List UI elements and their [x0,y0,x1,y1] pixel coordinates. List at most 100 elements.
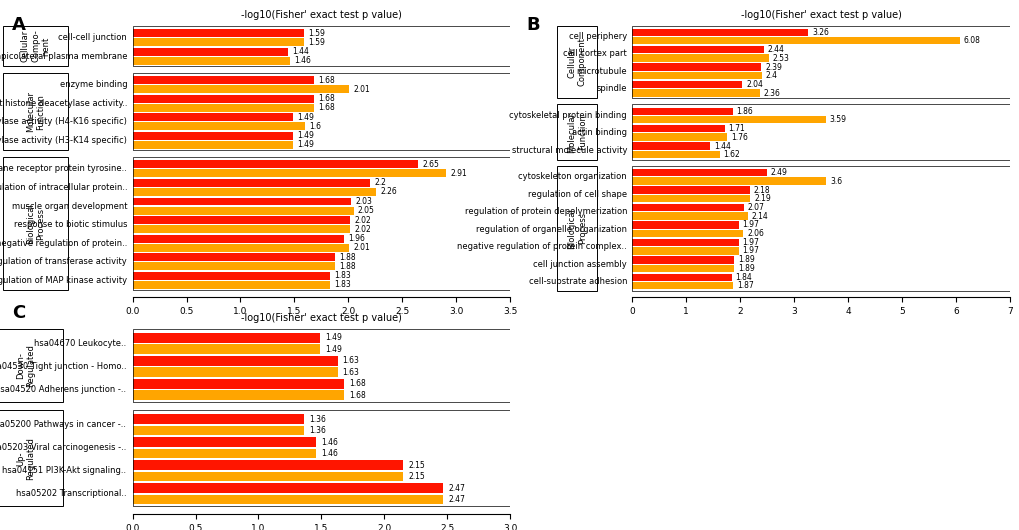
Bar [132,26,1019,66]
Text: 3.59: 3.59 [828,115,846,124]
Bar [132,48,287,56]
Text: 2.65: 2.65 [422,160,439,169]
Text: enzyme binding: enzyme binding [59,80,127,89]
Text: 1.68: 1.68 [318,76,334,85]
Bar [132,426,304,435]
Text: 1.97: 1.97 [742,220,758,229]
Text: cell-substrate adhesion: cell-substrate adhesion [528,277,627,286]
Bar [132,379,343,389]
Text: Cellular
Compo-
nent: Cellular Compo- nent [20,30,50,63]
Text: 1.83: 1.83 [334,280,351,289]
Bar [0,329,63,402]
Text: 1.49: 1.49 [298,113,314,122]
Bar [132,57,289,65]
Text: 1.88: 1.88 [339,262,356,271]
Bar [132,329,1019,402]
Text: 1.83: 1.83 [334,271,351,280]
Text: hsa04151 PI3K-Akt signaling..: hsa04151 PI3K-Akt signaling.. [2,466,126,475]
Bar [632,222,738,228]
Text: microtubule: microtubule [576,67,627,76]
Text: 1.63: 1.63 [342,357,360,366]
Text: 1.49: 1.49 [325,333,341,342]
Text: 2.15: 2.15 [408,461,425,470]
Text: 2.49: 2.49 [769,168,787,177]
Text: 1.96: 1.96 [347,234,365,243]
Bar [132,272,329,280]
Text: 2.01: 2.01 [354,243,370,252]
Bar [632,213,747,220]
Text: transmembrane receptor protein tyrosine..: transmembrane receptor protein tyrosine.… [0,164,127,173]
Bar [132,437,316,447]
Bar [132,113,293,121]
Bar [132,344,320,354]
Text: 1.46: 1.46 [321,438,338,447]
Bar [132,235,343,243]
Bar [132,73,1019,151]
Text: 6.08: 6.08 [963,36,980,45]
Text: 1.36: 1.36 [309,414,325,423]
Bar [632,273,731,281]
Text: 2.02: 2.02 [355,225,371,234]
Text: negative regulation of protein complex..: negative regulation of protein complex.. [457,242,627,251]
Bar [632,46,763,54]
Title: -log10(Fisher' exact test p value): -log10(Fisher' exact test p value) [240,11,401,21]
Text: Molecular
Function: Molecular Function [567,112,586,153]
Bar [132,141,293,149]
Bar [132,170,446,178]
Bar [632,247,738,254]
Bar [132,188,376,196]
Text: cytoskeletal protein binding: cytoskeletal protein binding [508,111,627,120]
Bar [632,195,750,202]
Bar [3,26,68,66]
Bar [132,414,304,424]
Bar [632,81,742,89]
Text: histone deacetylase activity (H4-K16 specific): histone deacetylase activity (H4-K16 spe… [0,117,127,126]
Bar [132,179,370,187]
Text: Molecular
Function: Molecular Function [25,91,45,132]
Text: 2.04: 2.04 [746,80,762,89]
Text: 1.89: 1.89 [738,264,754,273]
Bar [132,367,337,377]
Bar [632,116,825,123]
Text: cell periphery: cell periphery [569,32,627,41]
Text: 2.47: 2.47 [448,495,465,504]
Bar [132,461,403,470]
Bar [632,169,766,176]
Bar [632,72,761,79]
Text: 1.59: 1.59 [308,29,325,38]
Text: hsa05203 Viral carcinogenesis -..: hsa05203 Viral carcinogenesis -.. [0,443,126,452]
Text: 2.47: 2.47 [448,484,465,493]
Text: 3.26: 3.26 [811,28,828,37]
Text: 2.03: 2.03 [356,197,372,206]
Text: 1.68: 1.68 [348,379,366,388]
Text: 2.01: 2.01 [354,85,370,94]
Bar [632,204,743,211]
Text: 2.39: 2.39 [764,63,782,72]
Text: 2.18: 2.18 [753,186,769,195]
Text: 1.68: 1.68 [318,94,334,103]
Bar [132,216,351,224]
Text: regulation of MAP kinase activity: regulation of MAP kinase activity [0,276,127,285]
Text: 2.53: 2.53 [771,54,789,63]
Text: 1.68: 1.68 [348,391,366,400]
Text: Down-
Regulated: Down- Regulated [16,344,36,387]
Text: 2.44: 2.44 [767,45,784,54]
Text: cell-cell junction: cell-cell junction [58,33,127,42]
Text: Cellular
Component: Cellular Component [567,38,586,86]
Text: 1.6: 1.6 [309,122,321,131]
Text: 1.89: 1.89 [738,255,754,264]
Bar [3,73,68,151]
Title: -log10(Fisher' exact test p value): -log10(Fisher' exact test p value) [240,313,401,323]
Text: cell junction assembly: cell junction assembly [533,260,627,269]
Text: hsa04520 Adherens junction -..: hsa04520 Adherens junction -.. [0,385,126,394]
Bar [132,410,1019,506]
Text: 2.07: 2.07 [747,203,764,212]
Text: 1.76: 1.76 [731,132,747,142]
Text: negative regulation of protein..: negative regulation of protein.. [0,238,127,248]
Text: 1.87: 1.87 [737,281,753,290]
Bar [632,166,1019,291]
Bar [132,95,314,103]
Text: 1.44: 1.44 [291,47,309,56]
Text: C: C [12,304,25,322]
Text: 1.97: 1.97 [742,246,758,255]
